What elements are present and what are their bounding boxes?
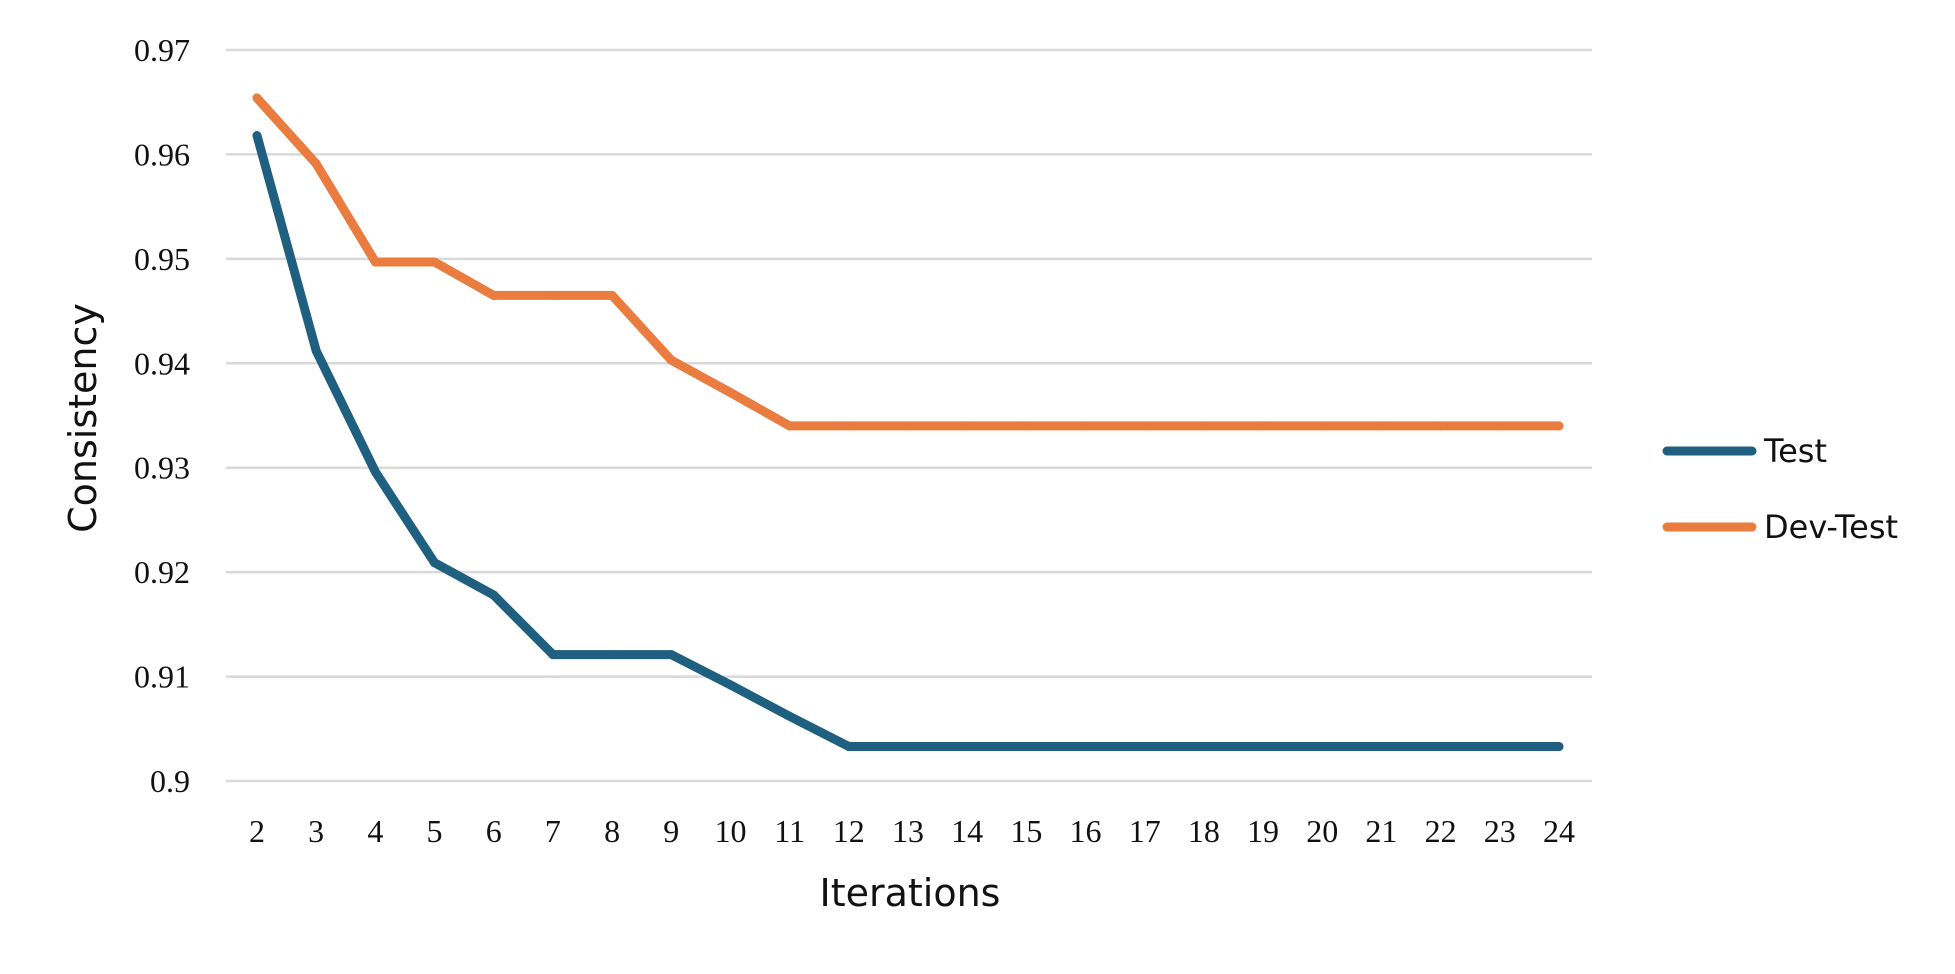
x-tick-label: 13 <box>892 813 924 849</box>
data-point <box>1554 742 1564 752</box>
x-axis-title: Iterations <box>820 871 1001 915</box>
y-tick-label: 0.9 <box>150 763 190 799</box>
x-tick-label: 11 <box>774 813 805 849</box>
data-point <box>548 290 558 300</box>
x-tick-label: 21 <box>1365 813 1397 849</box>
data-point <box>725 680 735 690</box>
data-point <box>548 650 558 660</box>
legend: Test Dev-Test <box>1662 432 1898 546</box>
data-point <box>1258 421 1268 431</box>
x-tick-label: 18 <box>1188 813 1220 849</box>
x-tick-label: 7 <box>545 813 561 849</box>
x-tick-label: 12 <box>833 813 865 849</box>
data-point <box>785 711 795 721</box>
data-point <box>1495 742 1505 752</box>
data-point <box>1081 742 1091 752</box>
data-point <box>903 742 913 752</box>
data-point <box>252 131 262 141</box>
data-point <box>1436 421 1446 431</box>
data-point <box>1140 742 1150 752</box>
data-point <box>725 388 735 398</box>
series-line-test <box>252 131 1564 751</box>
y-axis-title: Consistency <box>61 303 105 533</box>
y-tick-label: 0.95 <box>134 241 190 277</box>
legend-label: Test <box>1763 432 1827 470</box>
x-tick-label: 15 <box>1010 813 1042 849</box>
y-tick-label: 0.97 <box>134 32 190 68</box>
data-point <box>1436 742 1446 752</box>
x-tick-label: 8 <box>604 813 620 849</box>
data-point <box>430 558 440 568</box>
data-point <box>1376 421 1386 431</box>
y-tick-label: 0.96 <box>134 136 190 172</box>
series-line-dev-test <box>252 93 1564 431</box>
data-point <box>666 355 676 365</box>
x-axis-ticks: 2 3 4 5 6 7 8 9 10 11 12 13 14 15 16 17 18 19 20 21 22 23 24 <box>249 813 1575 849</box>
data-point <box>903 421 913 431</box>
data-point <box>1376 742 1386 752</box>
data-point <box>666 650 676 660</box>
data-point <box>1021 742 1031 752</box>
gridlines <box>226 48 1592 783</box>
x-tick-label: 24 <box>1543 813 1575 849</box>
x-tick-label: 4 <box>367 813 383 849</box>
x-tick-label: 14 <box>951 813 983 849</box>
data-point <box>1081 421 1091 431</box>
data-point <box>370 467 380 477</box>
x-tick-label: 3 <box>308 813 324 849</box>
data-point <box>962 421 972 431</box>
data-point <box>489 590 499 600</box>
data-point <box>1140 421 1150 431</box>
x-tick-label: 17 <box>1129 813 1161 849</box>
data-point <box>430 257 440 267</box>
x-tick-label: 22 <box>1425 813 1457 849</box>
x-tick-label: 9 <box>663 813 679 849</box>
data-point <box>311 159 321 169</box>
x-tick-label: 5 <box>427 813 443 849</box>
data-point <box>1317 742 1327 752</box>
data-point <box>1317 421 1327 431</box>
y-tick-label: 0.94 <box>134 345 190 381</box>
data-point <box>844 421 854 431</box>
data-point <box>489 290 499 300</box>
data-point <box>1021 421 1031 431</box>
x-tick-label: 6 <box>486 813 502 849</box>
x-tick-label: 2 <box>249 813 265 849</box>
data-point <box>962 742 972 752</box>
x-tick-label: 19 <box>1247 813 1279 849</box>
y-tick-label: 0.92 <box>134 554 190 590</box>
data-point <box>844 742 854 752</box>
x-tick-label: 16 <box>1070 813 1102 849</box>
x-tick-label: 20 <box>1306 813 1338 849</box>
x-tick-label: 10 <box>714 813 746 849</box>
data-point <box>1199 421 1209 431</box>
data-point <box>370 257 380 267</box>
data-point <box>1199 742 1209 752</box>
data-point <box>785 421 795 431</box>
data-point <box>1554 421 1564 431</box>
data-point <box>607 290 617 300</box>
y-tick-label: 0.93 <box>134 450 190 486</box>
x-tick-label: 23 <box>1484 813 1516 849</box>
data-point <box>607 650 617 660</box>
data-point <box>311 346 321 356</box>
data-point <box>252 93 262 103</box>
data-point <box>1495 421 1505 431</box>
series-lines <box>252 93 1564 752</box>
legend-label: Dev-Test <box>1764 508 1898 546</box>
y-tick-label: 0.91 <box>134 659 190 695</box>
data-point <box>1258 742 1268 752</box>
y-axis-ticks: 0.9 0.91 0.92 0.93 0.94 0.95 0.96 0.97 <box>134 32 190 799</box>
